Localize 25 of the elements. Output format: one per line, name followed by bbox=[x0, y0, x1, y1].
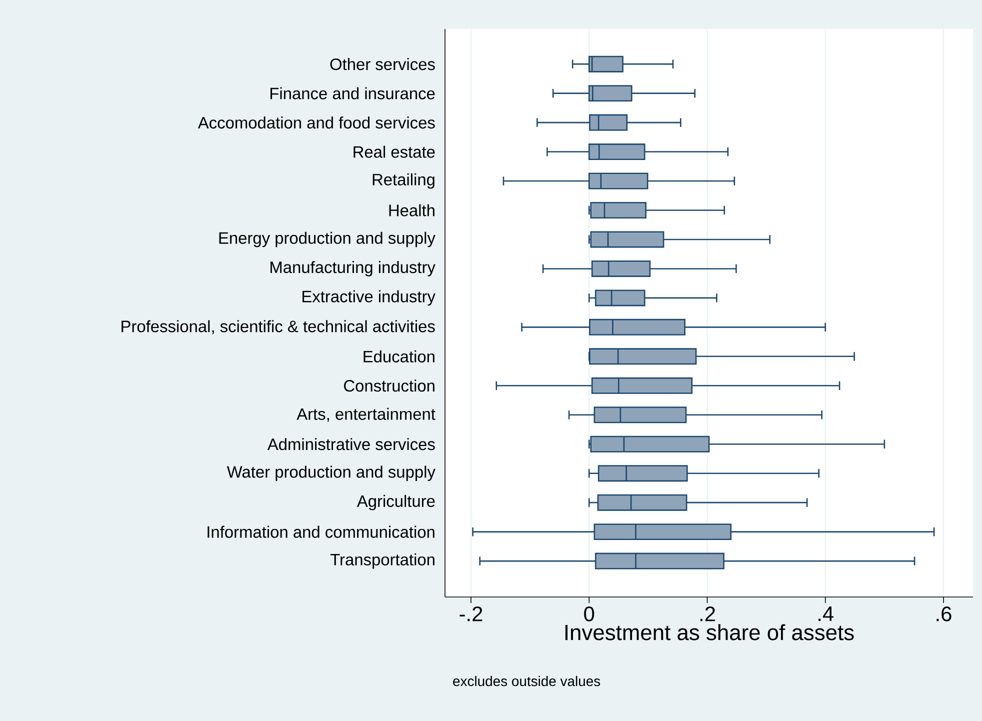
y-tick-label: Construction bbox=[344, 380, 434, 392]
y-tick-label: Energy production and supply bbox=[219, 232, 436, 248]
text: excludes outside values bbox=[453, 676, 600, 686]
x-tick-label: .4 bbox=[818, 606, 834, 621]
x-axis-title: Investment as share of assets bbox=[565, 624, 854, 640]
x-tick-label: .2 bbox=[700, 606, 715, 622]
y-tick-label: Extractive industry bbox=[302, 290, 436, 306]
y-tick-label: Water production and supply bbox=[226, 466, 436, 482]
x-tick-label: .6 bbox=[936, 606, 952, 622]
y-tick-label: Agriculture bbox=[356, 494, 435, 510]
y-tick-label: Arts, entertainment bbox=[296, 408, 436, 422]
y-tick-label: Transportation bbox=[330, 553, 434, 569]
x-tick-label: 0 bbox=[584, 606, 594, 622]
y-tick-label: Real estate bbox=[354, 146, 435, 158]
y-tick-label: Administrative services bbox=[267, 438, 435, 450]
y-tick-label: Finance and insurance bbox=[270, 87, 435, 100]
y-tick-label: Professional, scientific & technical activities bbox=[122, 320, 435, 334]
y-tick-label: Information and communication bbox=[208, 526, 434, 538]
y-tick-label: Manufacturing industry bbox=[270, 261, 436, 276]
y-tick-label: Retailing bbox=[372, 173, 434, 189]
y-tick-label: Accomodation and food services bbox=[198, 116, 435, 129]
y-tick-label: Education bbox=[364, 350, 434, 362]
y-tick-label: Health bbox=[389, 204, 434, 216]
x-tick-label: -.2 bbox=[460, 606, 482, 622]
y-tick-label: Other services bbox=[330, 58, 435, 70]
